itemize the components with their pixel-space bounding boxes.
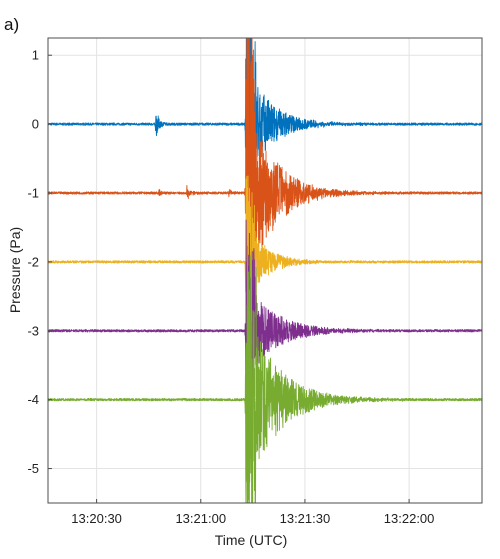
series-1-line [47,37,483,245]
series-5-line [47,245,483,504]
series-4-line [47,219,483,437]
x-tick-label: 13:20:30 [71,511,122,526]
y-tick-label: -2 [27,254,39,269]
x-axis: 13:20:30 13:21:00 13:21:30 13:22:00 [71,499,434,526]
x-axis-label: Time (UTC) [215,532,288,548]
series-group [47,37,483,504]
x-tick-label: 13:21:00 [175,511,226,526]
y-axis-label: Pressure (Pa) [7,227,23,313]
series-3-line [47,175,483,353]
x-tick-label: 13:21:30 [280,511,331,526]
panel-label: a) [4,15,19,34]
series-2-line [47,37,483,432]
y-tick-label: -5 [27,461,39,476]
y-tick-label: 0 [32,117,39,132]
x-tick-label: 13:22:00 [384,511,435,526]
y-tick-label: -4 [27,392,39,407]
plot-frame [47,37,483,504]
y-tick-label: 1 [32,48,39,63]
y-tick-label: -1 [27,186,39,201]
y-tick-label: -3 [27,323,39,338]
y-axis: 1 0 -1 -2 -3 -4 -5 [27,48,52,476]
